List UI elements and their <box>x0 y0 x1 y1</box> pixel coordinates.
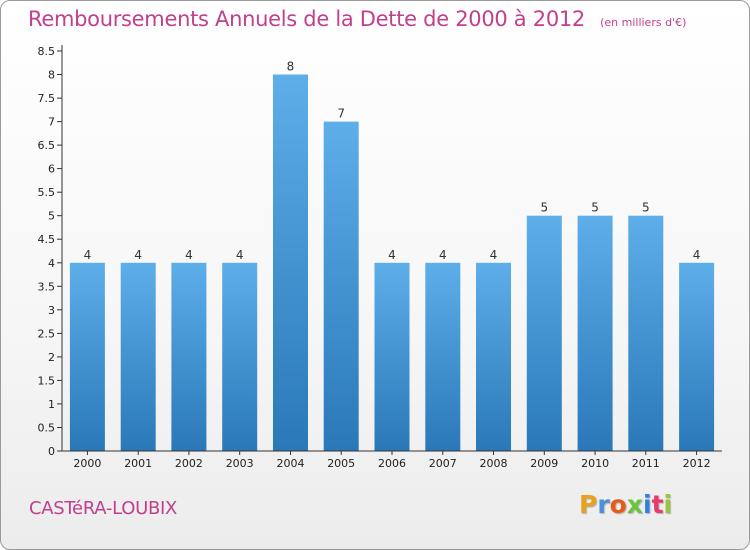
y-tick-label: 0.5 <box>38 422 56 435</box>
x-tick-label-2011: 2011 <box>632 457 660 470</box>
y-tick-label: 7.5 <box>38 92 56 105</box>
y-tick-label: 2.5 <box>38 327 56 340</box>
proxiti-logo: Proxiti <box>579 490 672 519</box>
data-label-2000: 4 <box>84 248 92 262</box>
y-tick-label: 2 <box>48 351 55 364</box>
bar-2011 <box>628 215 664 451</box>
y-tick-label: 5 <box>48 210 55 223</box>
y-tick-label: 6 <box>48 163 55 176</box>
bar-2010 <box>577 215 613 451</box>
data-label-2003: 4 <box>236 248 244 262</box>
y-tick-label: 3.5 <box>38 280 56 293</box>
bars-group: 4 4 4 4 8 7 4 4 4 5 5 5 4 <box>69 60 715 451</box>
y-tick-label: 7 <box>48 116 55 129</box>
bar-2008 <box>476 262 511 451</box>
x-tick-label-2005: 2005 <box>327 457 355 470</box>
x-tick-label-2001: 2001 <box>124 457 152 470</box>
logo-letter: i <box>643 490 652 519</box>
x-tick-label-2006: 2006 <box>378 457 406 470</box>
bar-2009 <box>526 215 562 451</box>
logo-letter: x <box>626 490 643 519</box>
data-label-2009: 5 <box>540 201 548 215</box>
data-label-2011: 5 <box>642 201 650 215</box>
x-tick-label-2000: 2000 <box>73 457 101 470</box>
chart-title: Remboursements Annuels de la Dette de 20… <box>28 7 585 31</box>
data-label-2008: 4 <box>490 248 498 262</box>
logo-letter: t <box>651 490 664 519</box>
data-label-2007: 4 <box>439 248 447 262</box>
data-label-2010: 5 <box>591 201 599 215</box>
bar-2007 <box>425 262 461 451</box>
bar-2006 <box>374 262 410 451</box>
y-tick-label: 4.5 <box>38 233 56 246</box>
y-tick-label: 4 <box>48 257 55 270</box>
y-tick-label: 3 <box>48 304 55 317</box>
bar-2001 <box>120 262 156 451</box>
y-tick-label: 0 <box>48 445 55 458</box>
y-tick-label: 1.5 <box>38 374 56 387</box>
bar-2002 <box>171 262 207 451</box>
title-row: Remboursements Annuels de la Dette de 20… <box>28 7 686 31</box>
bar-2003 <box>222 262 258 451</box>
logo-letter: P <box>579 490 598 519</box>
data-label-2006: 4 <box>388 248 396 262</box>
x-tick-label-2004: 2004 <box>277 457 305 470</box>
data-label-2004: 8 <box>287 60 295 74</box>
y-tick-label: 8 <box>48 69 55 82</box>
data-label-2001: 4 <box>134 248 142 262</box>
y-tick-label: 8.5 <box>38 45 56 58</box>
axes-group: 2000 2001 2002 2003 2004 2005 2006 2007 2008 2009… <box>38 45 722 470</box>
x-tick-label-2007: 2007 <box>429 457 457 470</box>
logo-letter: o <box>609 490 627 519</box>
chart-subtitle: (en milliers d'€) <box>600 16 687 29</box>
x-tick-label-2012: 2012 <box>683 457 711 470</box>
commune-name: CASTéRA-LOUBIX <box>29 498 178 519</box>
y-tick-label: 1 <box>48 398 55 411</box>
y-tick-label: 5.5 <box>38 186 56 199</box>
x-tick-label-2003: 2003 <box>226 457 254 470</box>
bar-2005 <box>323 121 359 451</box>
logo-letter: r <box>597 490 610 519</box>
data-label-2002: 4 <box>185 248 193 262</box>
bar-2012 <box>679 262 715 451</box>
bar-2000 <box>69 262 105 451</box>
x-tick-label-2009: 2009 <box>530 457 558 470</box>
x-tick-label-2008: 2008 <box>480 457 508 470</box>
x-tick-label-2010: 2010 <box>581 457 609 470</box>
x-tick-label-2002: 2002 <box>175 457 203 470</box>
bar-2004 <box>273 74 308 451</box>
logo-letter: i <box>663 490 673 519</box>
data-label-2012: 4 <box>693 248 701 262</box>
data-label-2005: 7 <box>337 107 345 121</box>
y-tick-label: 6.5 <box>38 139 56 152</box>
